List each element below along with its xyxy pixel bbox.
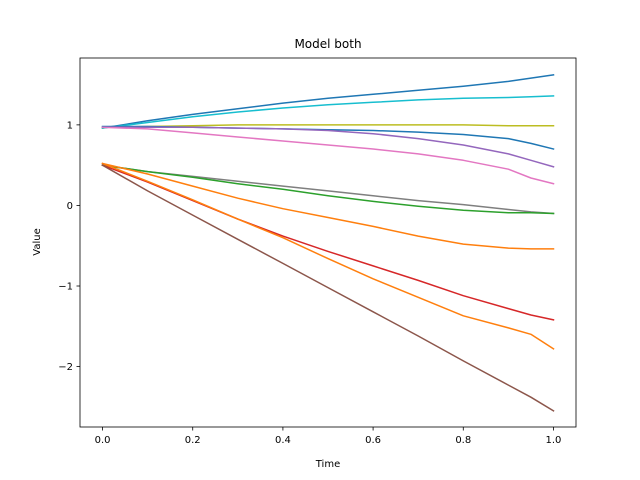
y-tick-label: 1 [67, 120, 73, 131]
y-tick-label: −2 [58, 362, 73, 373]
y-tick-label: 0 [67, 201, 73, 212]
x-tick-label: 0.0 [95, 435, 111, 446]
x-tick-label: 1.0 [546, 435, 562, 446]
x-axis-label: Time [315, 459, 340, 470]
series-line-5 [101, 126, 555, 168]
series-layer [101, 74, 555, 412]
series-line-12 [101, 164, 555, 412]
y-tick-label: −1 [58, 282, 73, 293]
x-tick-label: 0.2 [185, 435, 201, 446]
series-line-2 [101, 95, 555, 129]
series-line-1 [101, 74, 555, 129]
x-tick-label: 0.6 [365, 435, 381, 446]
series-line-6 [101, 126, 555, 185]
plot-area-frame [79, 57, 577, 428]
series-line-8 [101, 164, 555, 215]
chart-title: Model both [294, 37, 361, 51]
y-axis-label: Value [32, 228, 43, 255]
series-line-11 [101, 162, 555, 350]
x-tick-label: 0.4 [275, 435, 291, 446]
x-tick-label: 0.8 [455, 435, 471, 446]
series-line-9 [101, 162, 555, 250]
series-line-3 [101, 124, 555, 129]
tick-layer: 0.0 0.2 0.4 0.6 0.8 1.0 −2 −1 0 1 [58, 120, 561, 446]
